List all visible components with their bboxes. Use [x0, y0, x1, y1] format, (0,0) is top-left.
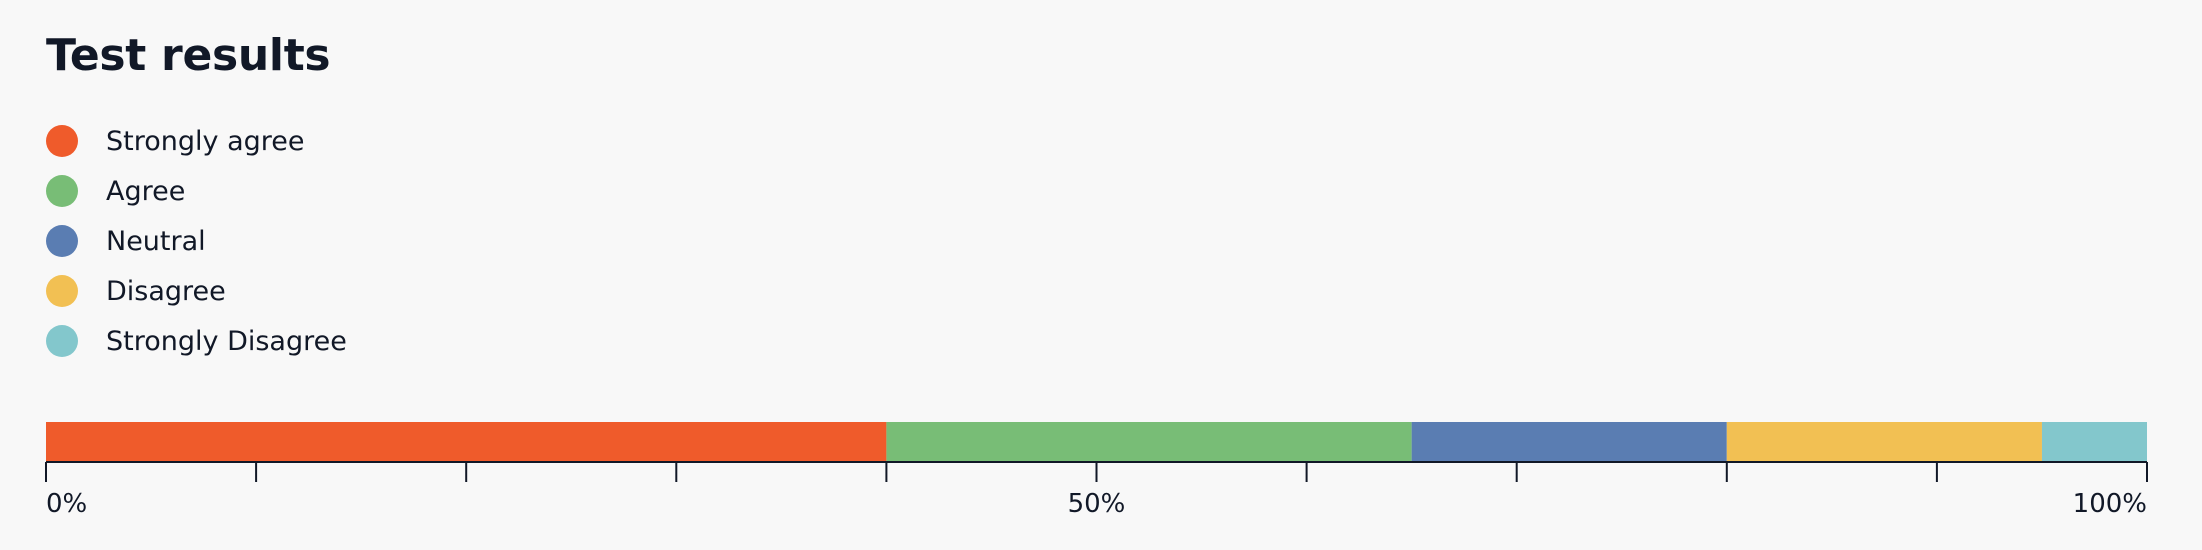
x-tick-label: 0% [46, 489, 87, 519]
legend-swatch [46, 175, 78, 207]
x-tick-label: 100% [2073, 489, 2147, 519]
bar-segment-strongly-agree [46, 422, 887, 462]
legend-item: Agree [46, 166, 347, 216]
legend-label: Strongly Disagree [106, 325, 347, 357]
legend-label: Agree [106, 175, 186, 207]
legend-item: Neutral [46, 216, 347, 266]
bar-segment-agree [886, 422, 1412, 462]
legend-item: Strongly agree [46, 116, 347, 166]
legend-item: Disagree [46, 266, 347, 316]
bar-segment-strongly-disagree [2041, 422, 2147, 462]
x-tick-label: 50% [1068, 489, 1126, 519]
bar-segment-disagree [1726, 422, 2042, 462]
legend-label: Disagree [106, 275, 226, 307]
legend-swatch [46, 275, 78, 307]
chart-legend: Strongly agree Agree Neutral Disagree Strong… [46, 116, 347, 366]
legend-label: Strongly agree [106, 125, 305, 157]
legend-swatch [46, 325, 78, 357]
legend-item: Strongly Disagree [46, 316, 347, 366]
legend-swatch [46, 225, 78, 257]
chart-title: Test results [46, 30, 331, 81]
bar-segment-neutral [1411, 422, 1727, 462]
legend-swatch [46, 125, 78, 157]
legend-label: Neutral [106, 225, 206, 257]
